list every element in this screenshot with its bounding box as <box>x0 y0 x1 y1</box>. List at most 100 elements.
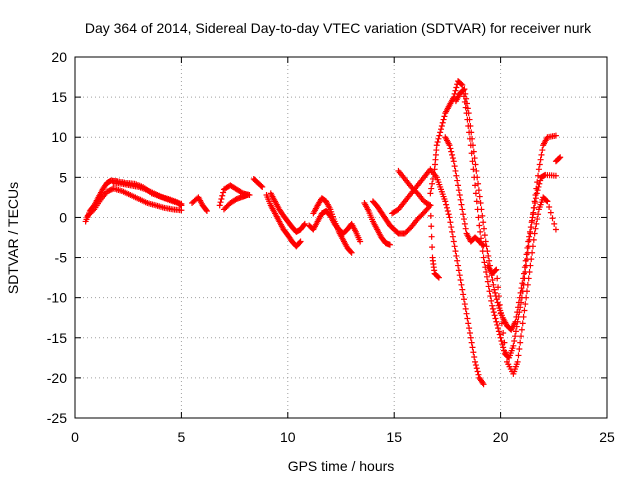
data-point <box>439 119 446 126</box>
data-point <box>500 344 507 351</box>
data-point <box>484 278 491 285</box>
data-point <box>498 320 505 327</box>
data-point <box>534 216 541 223</box>
data-markers <box>82 78 564 388</box>
data-point <box>462 225 469 232</box>
data-point <box>480 381 487 388</box>
data-point <box>220 189 227 196</box>
data-point <box>551 220 558 227</box>
data-point <box>460 86 467 93</box>
data-point <box>301 220 308 227</box>
data-point <box>512 333 519 340</box>
data-point <box>447 219 454 226</box>
data-point <box>483 243 490 250</box>
data-point <box>455 182 462 189</box>
y-tick-label: 10 <box>51 129 67 145</box>
data-point <box>520 313 527 320</box>
data-point <box>461 86 468 93</box>
plot-frame <box>74 56 608 419</box>
data-point <box>516 294 523 301</box>
data-point <box>487 293 494 300</box>
y-tick-label: -5 <box>55 250 68 266</box>
data-point <box>518 333 525 340</box>
data-point <box>428 223 435 230</box>
data-point <box>529 243 536 250</box>
data-point <box>451 243 458 250</box>
data-point <box>497 310 504 317</box>
data-point <box>452 167 459 174</box>
data-point <box>446 142 453 149</box>
data-point <box>528 256 535 263</box>
data-point <box>437 129 444 136</box>
data-point <box>433 142 440 149</box>
data-point <box>463 100 470 107</box>
data-point <box>474 368 481 375</box>
data-point <box>217 199 224 206</box>
data-point <box>523 294 530 301</box>
data-point <box>483 273 490 280</box>
series-track-k <box>306 208 364 245</box>
data-point <box>464 105 471 112</box>
series-track-s <box>484 194 559 377</box>
y-tick-label: 5 <box>59 169 67 185</box>
data-point <box>296 239 303 246</box>
data-point <box>472 358 479 365</box>
data-point <box>464 315 471 322</box>
data-point <box>495 325 502 332</box>
data-point <box>517 289 524 296</box>
data-point <box>357 238 364 245</box>
data-point <box>451 163 458 170</box>
data-point <box>467 122 474 129</box>
data-point <box>486 288 493 295</box>
data-point <box>511 337 518 344</box>
data-point <box>488 297 495 304</box>
data-point <box>497 334 504 341</box>
series-track-d <box>189 194 210 215</box>
series-track-o <box>395 167 442 281</box>
data-point <box>489 277 496 284</box>
data-point <box>427 190 434 197</box>
data-point <box>531 204 538 211</box>
x-tick-label: 5 <box>178 429 186 445</box>
data-point <box>495 293 502 300</box>
data-point <box>529 249 536 256</box>
data-point <box>449 155 456 162</box>
data-point <box>477 200 484 207</box>
data-point <box>471 155 478 162</box>
data-point <box>465 320 472 327</box>
data-point <box>483 268 490 275</box>
data-point <box>496 331 503 338</box>
data-point <box>300 221 307 228</box>
data-point <box>534 187 541 194</box>
data-point <box>501 339 508 346</box>
data-point <box>512 318 519 325</box>
data-point <box>525 238 532 245</box>
data-point <box>466 116 473 123</box>
data-point <box>516 346 523 353</box>
series-track-b <box>84 185 185 219</box>
series-track-i <box>267 190 308 235</box>
data-point <box>443 201 450 208</box>
data-point <box>468 339 475 346</box>
data-point <box>493 296 500 303</box>
data-point <box>469 135 476 142</box>
y-tick-label: 15 <box>51 89 67 105</box>
data-point <box>495 284 502 291</box>
data-point <box>178 200 185 207</box>
data-point <box>443 204 450 211</box>
data-point <box>491 286 498 293</box>
series-track-q <box>452 86 559 333</box>
data-point <box>461 220 468 227</box>
data-point <box>478 206 485 213</box>
data-point <box>473 198 480 205</box>
data-point <box>460 211 467 218</box>
data-point <box>547 209 554 216</box>
data-point <box>543 197 550 204</box>
data-point <box>476 193 483 200</box>
data-point <box>218 195 225 202</box>
data-point <box>348 249 355 256</box>
data-point <box>472 190 479 197</box>
data-point <box>480 242 487 249</box>
data-point <box>492 289 499 296</box>
data-point <box>475 214 482 221</box>
